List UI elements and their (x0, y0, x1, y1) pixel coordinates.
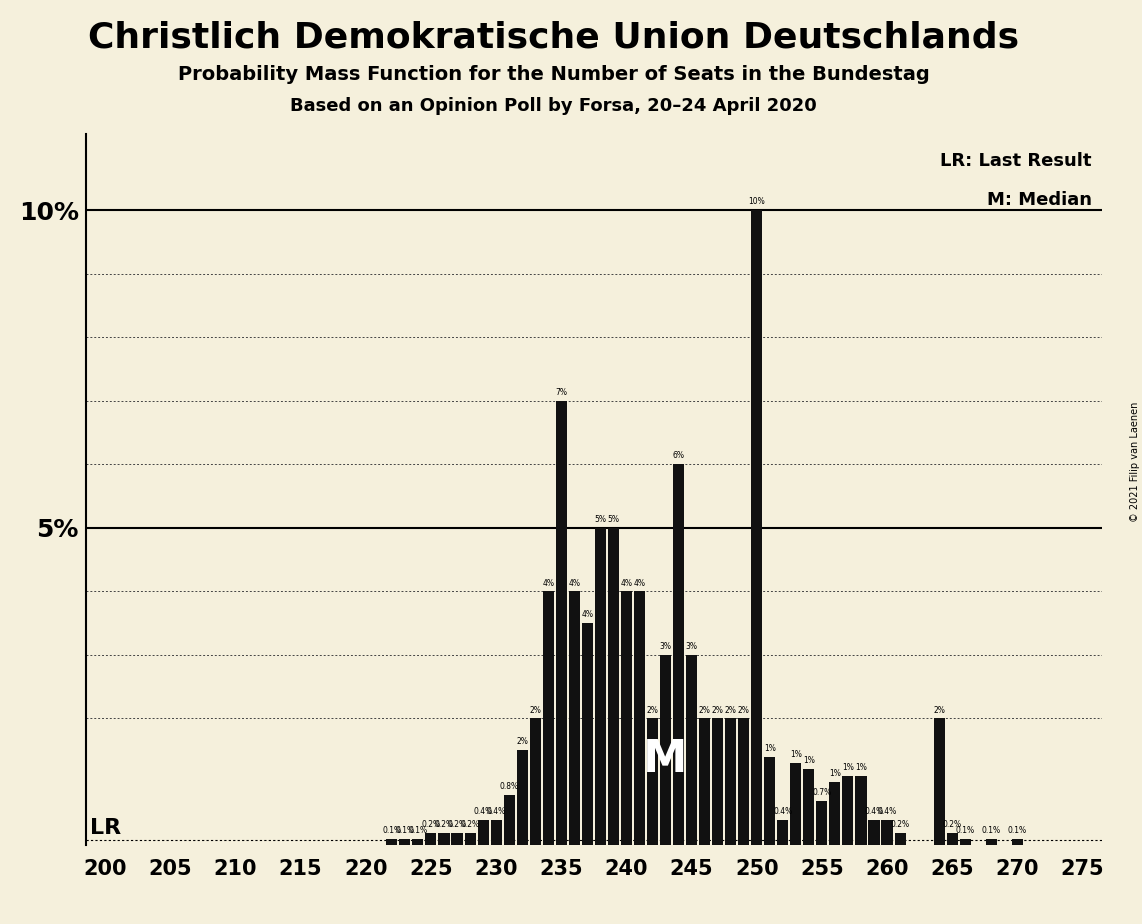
Bar (660, 655, 671, 845)
Bar (868, 821, 879, 845)
Text: 0.1%: 0.1% (409, 826, 427, 835)
Bar (556, 401, 566, 845)
Text: 2%: 2% (738, 706, 749, 714)
Text: 10%: 10% (748, 198, 765, 206)
Bar (934, 719, 944, 845)
Bar (516, 750, 528, 845)
Bar (673, 465, 684, 845)
Text: 0.4%: 0.4% (486, 808, 506, 816)
Text: 0.1%: 0.1% (956, 826, 975, 835)
Text: 0.4%: 0.4% (864, 808, 884, 816)
Bar (817, 801, 828, 845)
Text: 2%: 2% (711, 706, 724, 714)
Text: 0.1%: 0.1% (982, 826, 1000, 835)
Bar (882, 821, 893, 845)
Bar (738, 719, 749, 845)
Text: 0.4%: 0.4% (877, 808, 896, 816)
Text: 1%: 1% (803, 757, 814, 765)
Text: 1%: 1% (855, 763, 867, 772)
Bar (491, 821, 501, 845)
Bar (764, 757, 775, 845)
Bar (530, 719, 541, 845)
Bar (569, 591, 580, 845)
Text: © 2021 Filip van Laenen: © 2021 Filip van Laenen (1129, 402, 1140, 522)
Text: 0.8%: 0.8% (499, 782, 518, 791)
Bar (829, 782, 841, 845)
Text: 2%: 2% (933, 706, 946, 714)
Text: 3%: 3% (685, 642, 698, 651)
Bar (843, 775, 853, 845)
Text: 0.2%: 0.2% (434, 820, 453, 829)
Text: 2%: 2% (529, 706, 541, 714)
Text: 2%: 2% (516, 737, 528, 747)
Bar (386, 839, 397, 845)
Text: 0.1%: 0.1% (1007, 826, 1027, 835)
Text: 7%: 7% (555, 388, 568, 397)
Text: 0.1%: 0.1% (383, 826, 402, 835)
Text: M: M (643, 738, 687, 781)
Bar (595, 528, 606, 845)
Text: 4%: 4% (542, 578, 554, 588)
Text: 0.4%: 0.4% (773, 808, 793, 816)
Bar (439, 833, 450, 845)
Text: 4%: 4% (569, 578, 580, 588)
Bar (699, 719, 710, 845)
Bar (751, 211, 762, 845)
Text: 1%: 1% (790, 750, 802, 760)
Text: 5%: 5% (608, 515, 619, 524)
Text: 5%: 5% (594, 515, 606, 524)
Text: 2%: 2% (725, 706, 737, 714)
Text: 6%: 6% (673, 452, 684, 460)
Text: LR: Last Result: LR: Last Result (940, 152, 1092, 170)
Bar (634, 591, 645, 845)
Bar (465, 833, 475, 845)
Text: 0.2%: 0.2% (421, 820, 441, 829)
Bar (686, 655, 697, 845)
Bar (790, 763, 802, 845)
Text: 0.4%: 0.4% (474, 808, 492, 816)
Bar (608, 528, 619, 845)
Bar (581, 623, 593, 845)
Text: 0.2%: 0.2% (942, 820, 962, 829)
Bar (803, 769, 814, 845)
Text: 1%: 1% (842, 763, 854, 772)
Bar (542, 591, 554, 845)
Bar (855, 775, 867, 845)
Bar (426, 833, 436, 845)
Bar (1012, 839, 1023, 845)
Text: 0.2%: 0.2% (891, 820, 910, 829)
Text: LR: LR (89, 819, 121, 838)
Bar (947, 833, 958, 845)
Bar (986, 839, 997, 845)
Text: 1%: 1% (829, 769, 841, 778)
Bar (959, 839, 971, 845)
Text: 0.2%: 0.2% (460, 820, 480, 829)
Bar (477, 821, 489, 845)
Text: 1%: 1% (764, 744, 775, 753)
Text: Probability Mass Function for the Number of Seats in the Bundestag: Probability Mass Function for the Number… (178, 65, 930, 84)
Text: Based on an Opinion Poll by Forsa, 20–24 April 2020: Based on an Opinion Poll by Forsa, 20–24… (290, 97, 818, 115)
Bar (894, 833, 906, 845)
Text: M: Median: M: Median (987, 191, 1092, 209)
Text: 0.2%: 0.2% (448, 820, 467, 829)
Bar (725, 719, 737, 845)
Text: 3%: 3% (660, 642, 671, 651)
Text: 0.1%: 0.1% (395, 826, 415, 835)
Bar (713, 719, 723, 845)
Text: 0.7%: 0.7% (812, 788, 831, 797)
Bar (412, 839, 424, 845)
Text: 4%: 4% (581, 611, 594, 619)
Text: 2%: 2% (699, 706, 710, 714)
Bar (621, 591, 632, 845)
Text: Christlich Demokratische Union Deutschlands: Christlich Demokratische Union Deutschla… (88, 20, 1020, 55)
Text: 4%: 4% (634, 578, 645, 588)
Bar (646, 719, 658, 845)
Bar (451, 833, 463, 845)
Bar (400, 839, 410, 845)
Bar (778, 821, 788, 845)
Bar (504, 795, 515, 845)
Text: 4%: 4% (620, 578, 633, 588)
Text: 2%: 2% (646, 706, 659, 714)
